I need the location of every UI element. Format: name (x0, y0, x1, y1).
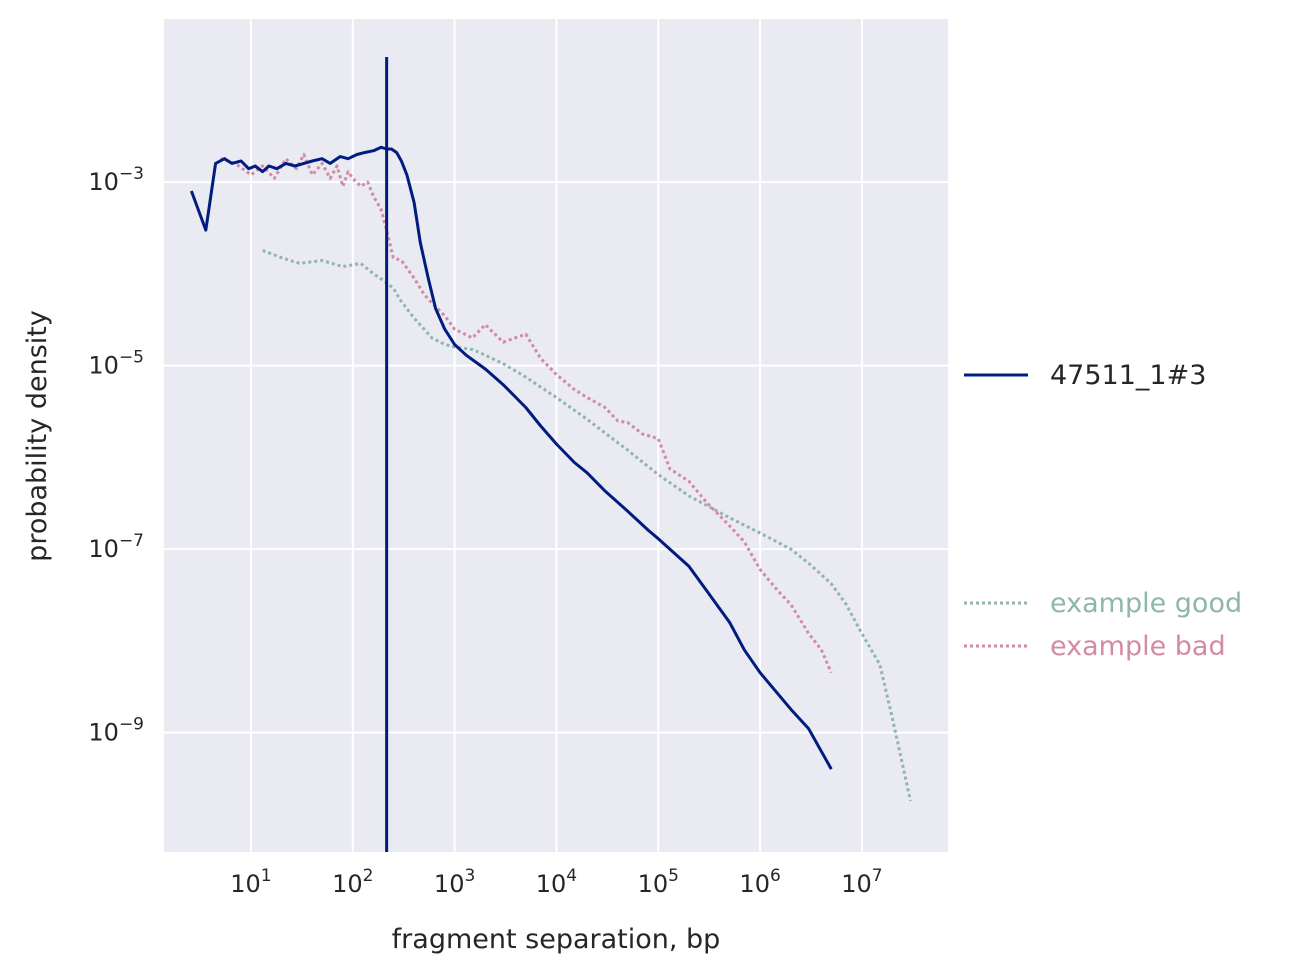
grid (164, 19, 948, 852)
x-axis-ticks: 101 102 103 104 105 106 107 (230, 866, 882, 898)
series-line-1 (262, 249, 912, 802)
x-tick-label: 102 (332, 866, 373, 898)
series-layer (189, 57, 912, 852)
series-line-2 (219, 153, 833, 674)
x-tick-label: 103 (434, 866, 475, 898)
x-tick-label: 107 (841, 866, 882, 898)
legend-label: 47511_1#3 (1050, 360, 1206, 391)
series-line-0 (189, 145, 833, 770)
x-tick-label: 101 (230, 866, 271, 898)
x-tick-label: 104 (536, 866, 577, 898)
y-axis-ticks: 10−3 10−5 10−7 10−9 (88, 164, 144, 746)
y-tick-label: 10−7 (88, 531, 144, 563)
legend-label: example good (1050, 588, 1242, 619)
legend-label: example bad (1050, 631, 1226, 662)
x-tick-label: 106 (739, 866, 780, 898)
y-tick-label: 10−3 (88, 164, 144, 196)
x-tick-label: 105 (638, 866, 679, 898)
y-tick-label: 10−5 (88, 348, 144, 380)
y-tick-label: 10−9 (88, 715, 144, 747)
y-axis-label: probability density (22, 310, 53, 562)
x-axis-label: fragment separation, bp (392, 924, 721, 955)
